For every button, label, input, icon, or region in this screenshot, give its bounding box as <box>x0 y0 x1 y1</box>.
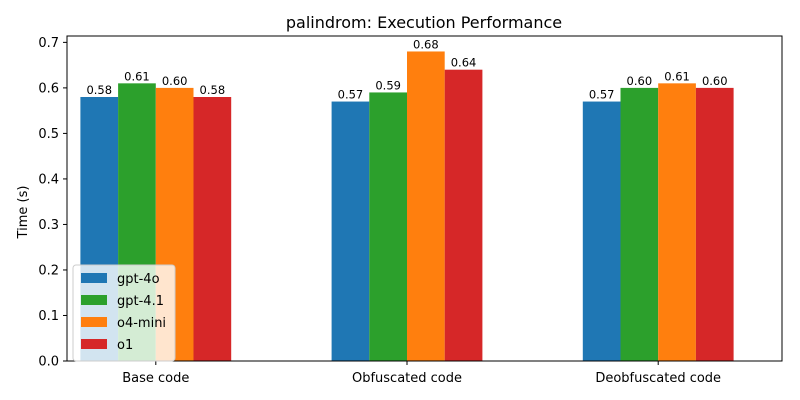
value-label-gpt-4.1-0: 0.61 <box>124 69 150 83</box>
value-labels-group: 0.58 0.57 0.57 0.61 0.59 0.60 0.60 0.68 0.61 0.58… <box>86 37 727 101</box>
y-axis: 0.0 0.1 0.2 0.3 0.4 0.5 0.6 0.7 <box>38 36 67 370</box>
bar-o1-1 <box>444 69 483 361</box>
y-tick-label: 0.4 <box>38 172 59 187</box>
plot-frame <box>66 35 783 362</box>
y-tick-label: 0.5 <box>38 127 59 142</box>
bar-gpt-4o-2 <box>582 101 621 362</box>
value-label-o4-mini-1: 0.68 <box>413 37 439 51</box>
chart-title: palindrom: Execution Performance <box>286 13 562 32</box>
y-tick-label: 0.0 <box>38 355 59 370</box>
value-label-gpt-4.1-2: 0.60 <box>627 74 653 88</box>
legend-label-o1: o1 <box>117 338 133 353</box>
legend-swatch-gpt-4.1 <box>81 295 107 305</box>
legend: gpt-4o gpt-4.1 o4-mini o1 <box>72 264 176 362</box>
legend-swatch-o4-mini <box>81 317 107 327</box>
y-tick-label: 0.2 <box>38 263 59 278</box>
legend-swatch-gpt-4o <box>81 273 107 283</box>
legend-label-gpt-4o: gpt-4o <box>117 272 160 287</box>
y-tick-label: 0.7 <box>38 36 59 51</box>
legend-swatch-o1 <box>81 339 107 349</box>
value-label-o4-mini-2: 0.61 <box>664 69 690 83</box>
bar-gpt-4o-1 <box>331 101 370 362</box>
y-tick-label: 0.1 <box>38 309 59 324</box>
bar-o1-0 <box>193 96 232 362</box>
x-tick-label: Base code <box>122 371 189 386</box>
bar-gpt-4.1-1 <box>369 92 407 362</box>
value-label-gpt-4o-1: 0.57 <box>338 88 364 102</box>
value-label-gpt-4o-0: 0.58 <box>86 83 112 97</box>
bar-o4-mini-1 <box>407 51 445 361</box>
bar-o1-2 <box>695 87 734 362</box>
legend-box <box>72 264 176 362</box>
y-tick-label: 0.6 <box>38 81 59 96</box>
legend-label-gpt-4.1: gpt-4.1 <box>117 294 164 309</box>
value-label-o4-mini-0: 0.60 <box>162 74 188 88</box>
x-tick-label: Deobfuscated code <box>595 371 721 386</box>
value-label-o1-2: 0.60 <box>702 74 728 88</box>
bar-gpt-4.1-2 <box>620 87 659 362</box>
bars-group <box>80 51 734 362</box>
value-label-gpt-4o-2: 0.57 <box>589 88 615 102</box>
y-axis-label: Time (s) <box>16 186 31 240</box>
x-axis: Base code Obfuscated code Deobfuscated cod… <box>122 361 721 386</box>
value-label-o1-1: 0.64 <box>451 56 477 70</box>
bar-o4-mini-2 <box>658 83 696 362</box>
value-label-o1-0: 0.58 <box>200 83 226 97</box>
x-tick-label: Obfuscated code <box>352 371 462 386</box>
value-label-gpt-4.1-1: 0.59 <box>375 78 401 92</box>
y-tick-label: 0.3 <box>38 218 59 233</box>
legend-label-o4-mini: o4-mini <box>117 316 166 331</box>
